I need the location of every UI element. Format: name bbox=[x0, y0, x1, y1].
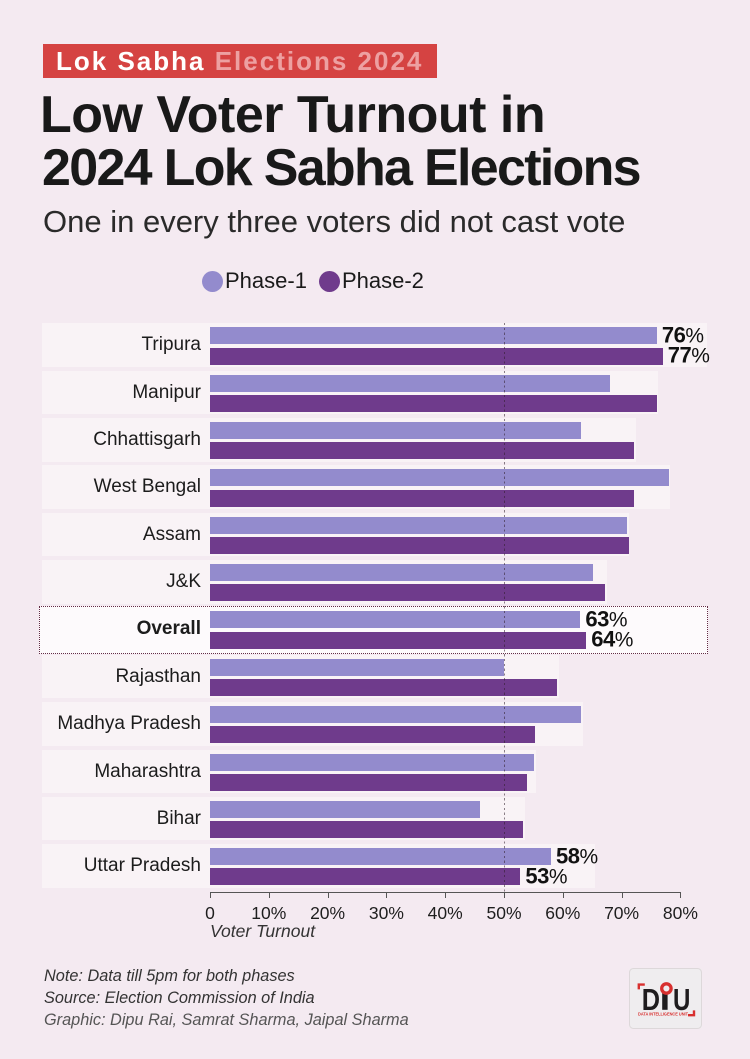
svg-text:U: U bbox=[673, 982, 690, 1016]
svg-text:D: D bbox=[642, 983, 660, 1017]
svg-text:DATA INTELLIGENCE UNIT: DATA INTELLIGENCE UNIT bbox=[638, 1012, 688, 1017]
